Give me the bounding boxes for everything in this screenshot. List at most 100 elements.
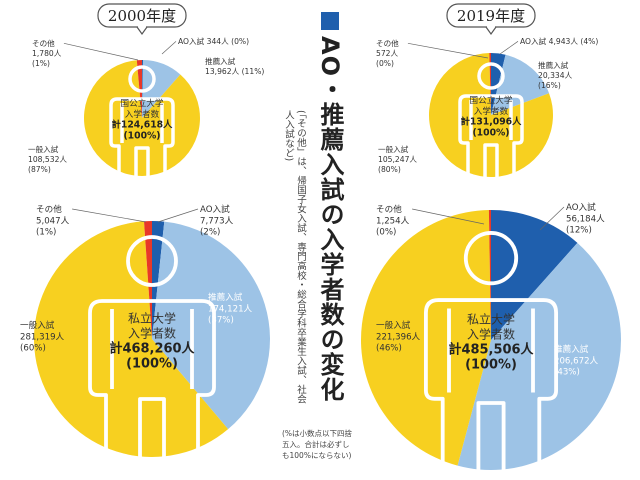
leader-line: [499, 41, 519, 55]
person-head-icon: [477, 62, 505, 90]
year-badge-gap: [138, 25, 146, 28]
pie-slice-その他: [488, 210, 491, 340]
person-silhouette-icon: [88, 235, 216, 471]
slice-label-その他: (1%): [36, 228, 56, 238]
slice-label-一般入試: 281,319人: [20, 331, 65, 342]
pie-slice-一般入試: [428, 53, 553, 177]
slice-label-AO入試: (12%): [566, 226, 592, 236]
leader-line: [539, 206, 565, 231]
pie-center-line: 私立大学: [128, 311, 176, 326]
pie-slice-推薦入試: [152, 221, 270, 430]
slice-label-その他: その他: [376, 203, 402, 215]
pie-center-line: 私立大学: [467, 312, 515, 327]
slice-label-推薦入試: (16%): [538, 81, 561, 90]
pie-slice-推薦入試: [491, 54, 550, 115]
pie-total-pct: (100%): [126, 357, 178, 372]
slice-label-その他: 1,254人: [376, 215, 410, 226]
slice-label-その他: (1%): [32, 59, 50, 68]
slice-label-AO入試: AO入試 344人 (0%): [178, 36, 249, 46]
year-badge-pointer-icon: [136, 26, 148, 36]
pie-total-label: 計131,096人: [461, 116, 522, 128]
year-badge-label: 2000年度: [108, 7, 176, 25]
slice-label-AO入試: AO入試 4,943人 (4%): [520, 36, 598, 46]
person-body-icon: [423, 298, 559, 479]
pie-slice-AO入試: [152, 221, 165, 339]
year-badge-pointer-icon: [485, 26, 497, 36]
pie-slice-推薦入試: [457, 242, 621, 471]
pie-center-line: 入学者数: [467, 327, 515, 342]
slice-label-一般入試: 一般入試: [28, 144, 59, 154]
slice-label-一般入試: 一般入試: [376, 319, 411, 331]
slice-label-その他: 1,780人: [32, 49, 62, 58]
leader-line: [407, 42, 489, 59]
pie-center-line: 入学者数: [474, 105, 509, 117]
chart-subtitle: (「その他」は、帰国子女入試、専門高校・総合学科卒業生入試、社会人入試など): [283, 110, 306, 404]
leader-line: [161, 41, 177, 55]
slice-label-推薦入試: 推薦入試: [205, 56, 236, 66]
footnote: (%は小数点以下四捨五入。合計は必ずしも100%にならない): [282, 429, 353, 460]
title-square-icon: [321, 12, 339, 30]
leader-line: [72, 208, 147, 223]
person-body-icon: [458, 94, 524, 182]
slice-label-推薦入試: 推薦入試: [208, 291, 243, 303]
pie-center-line: 国公立大学: [121, 97, 164, 109]
pie-slice-AO入試: [142, 60, 144, 118]
pie-total-pct: (100%): [123, 130, 160, 141]
pie-center-line: 入学者数: [128, 326, 176, 341]
person-head-icon: [128, 65, 156, 93]
slice-label-一般入試: (80%): [378, 165, 401, 174]
pie-total-label: 計485,506人: [449, 342, 535, 358]
slice-label-一般入試: 一般入試: [20, 319, 55, 331]
slice-label-推薦入試: 174,121人: [208, 303, 253, 314]
slice-label-AO入試: 7,773人: [200, 215, 234, 226]
leader-line: [63, 42, 139, 61]
slice-label-その他: その他: [32, 38, 55, 48]
slice-label-推薦入試: 13,962人 (11%): [205, 67, 264, 76]
slice-label-一般入試: 一般入試: [378, 144, 409, 154]
slice-label-推薦入試: 推薦入試: [538, 60, 569, 70]
slice-label-一般入試: (46%): [376, 344, 402, 354]
person-body-icon: [88, 299, 216, 471]
slice-label-その他: 5,047人: [36, 215, 70, 226]
pie-total-label: 計468,260人: [110, 341, 196, 357]
pie-total-pct: (100%): [472, 127, 509, 138]
chart-title: AO・推薦入試の入学者数の変化: [304, 12, 348, 402]
pie-total-pct: (100%): [465, 358, 517, 373]
pie-total-label: 計124,618人: [112, 119, 173, 131]
slice-label-推薦入試: 206,672人: [554, 355, 599, 366]
slice-label-その他: 572人: [376, 49, 398, 58]
slice-label-一般入試: (60%): [20, 344, 46, 354]
slice-label-一般入試: 221,396人: [376, 331, 421, 342]
slice-label-一般入試: 105,247人: [378, 155, 417, 164]
slice-label-その他: (0%): [376, 228, 396, 238]
slice-label-AO入試: AO入試: [566, 201, 596, 213]
person-silhouette-icon: [458, 62, 524, 182]
year-badge-label: 2019年度: [457, 7, 525, 25]
slice-label-その他: その他: [376, 38, 399, 48]
slice-label-推薦入試: (43%): [554, 368, 580, 378]
person-silhouette-icon: [109, 65, 175, 185]
person-head-icon: [126, 235, 178, 287]
slice-label-AO入試: AO入試: [200, 203, 230, 215]
slice-label-推薦入試: 20,334人: [538, 71, 573, 80]
slice-label-その他: その他: [36, 203, 62, 215]
pie-center-line: 入学者数: [125, 108, 160, 120]
leader-line: [157, 208, 199, 223]
slice-label-推薦入試: 推薦入試: [554, 343, 589, 355]
pie-slice-一般入試: [33, 221, 229, 457]
slice-label-AO入試: 56,184人: [566, 213, 605, 224]
pie-center-line: 国公立大学: [470, 94, 513, 106]
pie-slice-その他: [489, 52, 491, 115]
slice-label-その他: (0%): [376, 59, 394, 68]
slice-label-AO入試: (2%): [200, 228, 220, 238]
slice-label-推薦入試: (37%): [208, 316, 234, 326]
person-silhouette-icon: [423, 230, 559, 479]
slice-label-一般入試: 108,532人: [28, 155, 67, 164]
person-head-icon: [463, 230, 519, 286]
slice-label-一般入試: (87%): [28, 165, 51, 174]
